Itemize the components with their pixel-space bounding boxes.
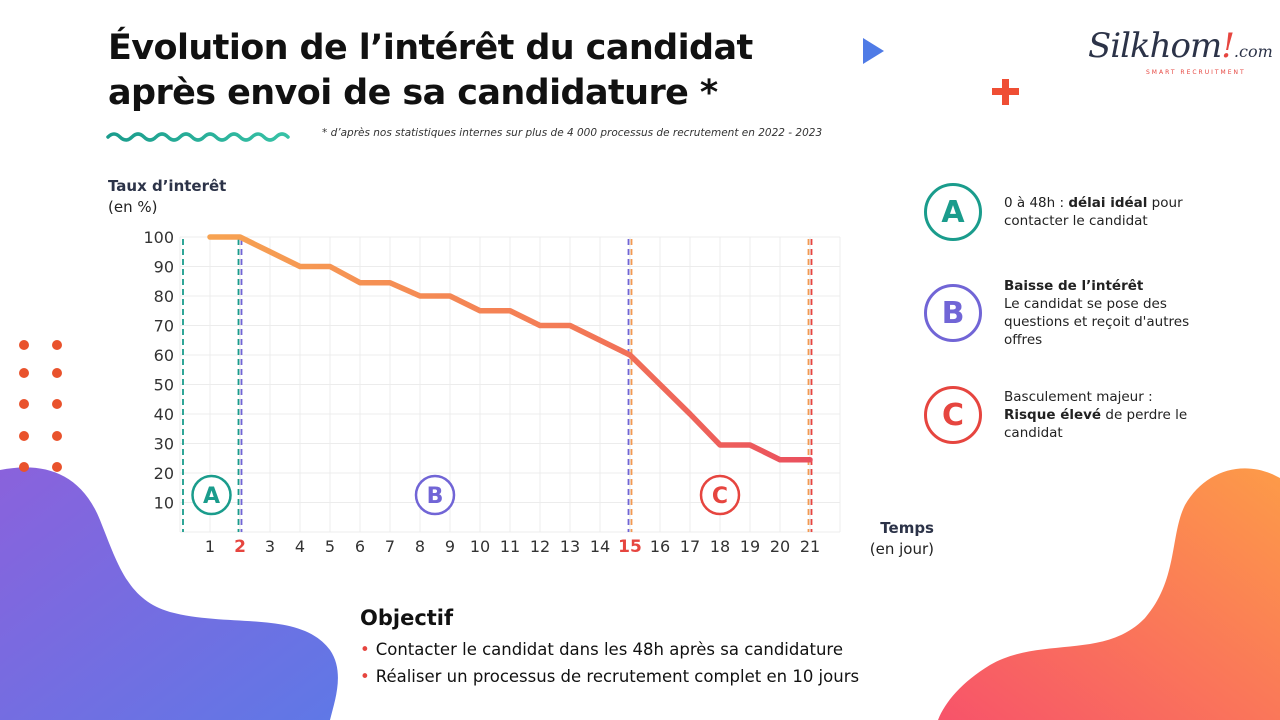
x-tick-label: 21 (800, 537, 820, 556)
page-title: Évolution de l’intérêt du candidat après… (108, 26, 753, 116)
x-axis-unit: (en jour) (869, 540, 934, 558)
y-tick-label: 100 (143, 228, 174, 247)
legend-text-b: Baisse de l’intérêt Le candidat se pose … (1004, 278, 1190, 348)
x-tick-label: 19 (740, 537, 760, 556)
y-axis-title: Taux d’interêt (en %) (108, 176, 226, 218)
x-tick-label: 18 (710, 537, 730, 556)
x-tick-label: 14 (590, 537, 610, 556)
x-tick-label: 11 (500, 537, 520, 556)
x-tick-label: 12 (530, 537, 550, 556)
legend-text-c: Basculement majeur : Risque élevé de per… (1004, 389, 1188, 441)
x-tick-label: 5 (325, 537, 335, 556)
legend-circle-a: A (924, 183, 982, 241)
dot-grid-decoration (19, 340, 62, 472)
orange-blob (938, 468, 1280, 720)
x-tick-label: 8 (415, 537, 425, 556)
y-tick-label: 70 (154, 317, 174, 336)
phase-marker-label: B (427, 484, 444, 509)
y-tick-label: 10 (154, 494, 174, 513)
phase-marker-label: C (712, 484, 728, 509)
title-line-2: après envoi de sa candidature * (108, 73, 718, 113)
x-tick-label: 6 (355, 537, 365, 556)
legend-circle-b: B (924, 284, 982, 342)
objective-item: • Contacter le candidat dans les 48h aprè… (360, 640, 843, 659)
x-axis-title: Temps (en jour) (862, 518, 934, 560)
plus-icon (992, 79, 1019, 105)
objective-list: • Contacter le candidat dans les 48h aprè… (360, 636, 859, 690)
title-line-1: Évolution de l’intérêt du candidat (108, 28, 753, 68)
x-tick-label: 1 (205, 537, 215, 556)
series-line-layer (207, 234, 813, 463)
chart-grid (179, 236, 841, 533)
objective-title: Objectif (360, 606, 454, 630)
x-tick-label: 13 (560, 537, 580, 556)
x-tick-label: 9 (445, 537, 455, 556)
x-tick-label: 15 (618, 537, 642, 557)
y-axis-unit: (en %) (108, 198, 158, 216)
phase-divider-lines (182, 239, 813, 532)
y-tick-labels: 10 20 30 40 50 60 70 80 90 100 (143, 228, 174, 513)
legend-circle-c: C (924, 386, 982, 444)
x-tick-label: 17 (680, 537, 700, 556)
purple-blob (0, 467, 338, 720)
x-tick-label: 4 (295, 537, 305, 556)
x-tick-label: 20 (770, 537, 790, 556)
y-tick-label: 40 (154, 405, 174, 424)
y-tick-label: 20 (154, 464, 174, 483)
x-tick-label: 7 (385, 537, 395, 556)
logo-tagline: SMART RECRUITMENT (1146, 69, 1246, 76)
teal-wave-decoration (106, 132, 290, 142)
x-tick-label: 16 (650, 537, 670, 556)
phase-marker-circle (699, 474, 741, 516)
play-triangle-icon (863, 38, 884, 64)
y-tick-label: 80 (154, 287, 174, 306)
logo-wordmark: Silkhom!.com (1088, 26, 1273, 66)
legend-text-a: 0 à 48h : délai idéal pour contacter le … (1004, 195, 1183, 229)
series-line (207, 234, 813, 463)
y-tick-label: 90 (154, 258, 174, 277)
y-axis-label: Taux d’interêt (108, 177, 227, 195)
footnote: * d’après nos statistiques internes sur … (322, 127, 823, 139)
objective-section: Objectif • Contacter le candidat dans les… (360, 604, 859, 690)
objective-item: • Réaliser un processus de recrutement co… (360, 667, 860, 686)
phase-marker-circle (414, 474, 456, 516)
x-tick-label: 3 (265, 537, 275, 556)
y-tick-label: 50 (154, 376, 174, 395)
phase-marker-circle (191, 474, 232, 516)
x-tick-label: 2 (234, 537, 246, 557)
phase-marker-label: A (203, 484, 220, 509)
silkhom-logo: Silkhom!.com SMART RECRUITMENT (1088, 26, 1273, 86)
x-tick-labels: 1 2 3 4 5 6 7 8 9 10 11 12 13 14 15 16 17 18 19 20 21 (205, 537, 820, 557)
y-tick-label: 30 (154, 435, 174, 454)
x-axis-label: Temps (880, 519, 934, 537)
y-tick-label: 60 (154, 346, 174, 365)
phase-markers: A B C (191, 474, 741, 516)
x-tick-label: 10 (470, 537, 490, 556)
